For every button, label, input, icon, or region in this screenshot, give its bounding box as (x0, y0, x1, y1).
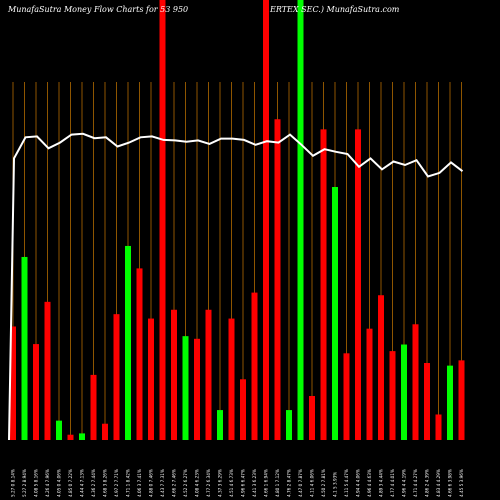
x-tick-label: 4.66 1 6.94% (264, 469, 269, 497)
bar-outflow (320, 129, 327, 441)
bar-outflow (343, 353, 350, 440)
x-tick-label: 4.11 5 4.47% (344, 469, 349, 497)
bar-inflow (56, 420, 62, 440)
bar-inflow (332, 187, 338, 440)
bar-outflow (424, 363, 430, 440)
bar-outflow (355, 129, 361, 441)
bar-outflow (171, 309, 177, 440)
bar-outflow (67, 434, 74, 440)
x-tick-label: 4.36 2 7.44% (91, 469, 96, 497)
chart-title: MunafaSutra Money Flow Charts for 53 950 (7, 5, 188, 14)
bar-outflow (309, 396, 315, 440)
x-tick-label: 4.66 6 3.98% (448, 469, 453, 497)
x-tick-label: 4.47 0 7.87% (298, 469, 303, 497)
x-tick-label: 4.45 5 3.96% (459, 469, 464, 497)
x-tick-label: 4.96 4 4.19% (402, 469, 407, 497)
x-tick-label: 5.27 0 8.14% (11, 469, 16, 497)
bar-outflow (378, 295, 384, 440)
x-tick-label: 4.86 2 4.39% (425, 469, 430, 497)
bar-outflow (240, 379, 246, 440)
bars (10, 0, 465, 441)
x-tick-label: 4.08 5 8.16% (34, 469, 39, 497)
bar-inflow (447, 365, 453, 440)
bar-outflow (44, 301, 51, 440)
x-tick-label: 4.68 3 8.26% (103, 469, 108, 497)
x-tick-labels: 5.27 0 8.14% 5.27 2 8.94% 4.08 5 8.16% 4.26… (11, 469, 465, 497)
x-tick-label: 4.88 0 7.46% (149, 469, 154, 497)
bar-outflow (366, 328, 373, 440)
chart-title-right: ERTEX SEC.) MunafaSutra.com (269, 5, 400, 14)
bar-outflow (274, 119, 281, 441)
bar-outflow (435, 414, 442, 440)
bar-inflow (125, 245, 131, 440)
x-tick-label: 4.77 2 6.34% (206, 469, 211, 497)
bar-outflow (136, 268, 143, 440)
bar-outflow (33, 344, 39, 440)
x-tick-label: 4.71 4 4.27% (413, 469, 418, 497)
x-tick-label: 4.89 3 4.44% (379, 469, 384, 497)
bar-inflow (286, 410, 292, 440)
x-tick-label: 4.85 0 7.22% (68, 469, 73, 497)
x-tick-label: 4.05 0 4.06% (57, 469, 62, 497)
bar-outflow (389, 351, 396, 440)
bar-inflow (217, 410, 223, 440)
bar-outflow (263, 0, 269, 440)
x-tick-label: 4.71 1 8.42% (126, 469, 131, 497)
bar-inflow (182, 336, 189, 440)
x-tick-label: 4.52 2 6.27% (183, 469, 188, 497)
x-tick-label: 4.41 3 6.23% (252, 469, 257, 497)
x-tick-label: 4.80 1 7.12% (275, 469, 280, 497)
x-tick-label: 4.76 2 8.47% (287, 469, 292, 497)
x-tick-label: 4.11 4 6.06% (310, 469, 315, 497)
bar-outflow (194, 338, 200, 440)
bar-outflow (159, 0, 166, 440)
x-tick-label: 4.83 4 4.29% (436, 469, 441, 497)
bar-outflow (113, 314, 120, 440)
bar-outflow (412, 324, 419, 440)
x-tick-label: 4.50 2 7.81% (321, 469, 326, 497)
bar-outflow (228, 318, 235, 440)
x-tick-label: 4.96 6 6.47% (241, 469, 246, 497)
x-tick-label: 4.44 4 7.13% (80, 469, 85, 497)
x-tick-label: 4.94 4 4.06% (356, 469, 361, 497)
x-tick-label: 4.77 4 4.01% (390, 469, 395, 497)
bar-outflow (148, 318, 154, 440)
x-tick-label: 4.66 2 7.46% (172, 469, 177, 497)
x-tick-label: 4.26 4 7.96% (45, 469, 50, 497)
x-tick-label: 4.06 3 7.41% (137, 469, 142, 497)
bar-inflow (79, 433, 85, 440)
bar-outflow (102, 423, 108, 440)
bar-outflow (90, 374, 97, 440)
x-tick-label: 4.51 4 6.73% (229, 469, 234, 497)
x-tick-label: 4.96 4 4.63% (367, 469, 372, 497)
x-tick-label: 4.1 5 3.93% (333, 472, 338, 497)
x-tick-label: 4.97 2 7.71% (114, 469, 119, 497)
money-flow-line (8, 132, 464, 441)
x-tick-label: 5.27 2 8.94% (22, 469, 27, 497)
bar-inflow (297, 0, 304, 440)
x-tick-label: 4.37 3 6.29% (218, 469, 223, 497)
bar-outflow (10, 326, 16, 440)
bar-inflow (401, 344, 407, 440)
bar-outflow (251, 292, 258, 440)
bar-outflow (205, 309, 212, 440)
bar-outflow (458, 360, 465, 440)
x-tick-label: 4.43 7 7.31% (160, 469, 165, 497)
bar-inflow (21, 256, 28, 440)
x-tick-label: 4.08 4 6.23% (195, 469, 200, 497)
